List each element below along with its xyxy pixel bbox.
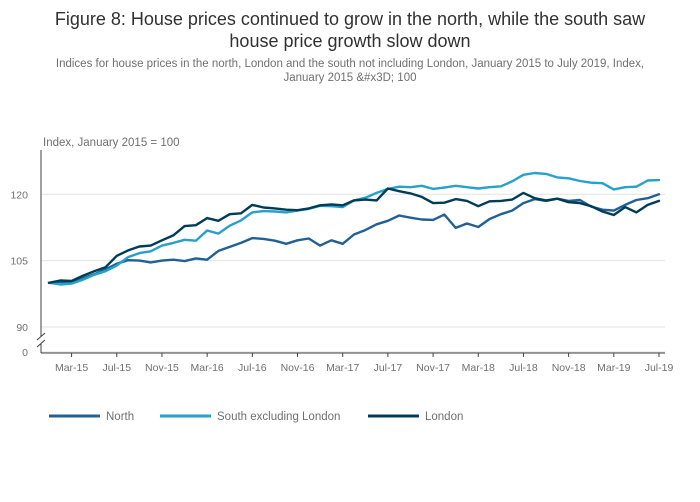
x-tick-label-Mar-15: Mar-15 <box>55 362 88 374</box>
legend-label-london: London <box>425 411 463 423</box>
x-tick-label-Nov-15: Nov-15 <box>145 362 179 374</box>
axis-break-mark-1 <box>36 332 46 341</box>
chart-subtitle: Indices for house prices in the north, L… <box>55 58 645 84</box>
x-tick-label-Nov-16: Nov-16 <box>281 362 315 374</box>
x-tick-label-Jul-18: Jul-18 <box>509 362 538 374</box>
chart-title-line-1: Figure 8: House prices continued to grow… <box>54 9 646 29</box>
x-tick-label-Mar-19: Mar-19 <box>597 362 630 374</box>
gridlines <box>41 193 665 353</box>
x-tick-label-Nov-18: Nov-18 <box>552 362 586 374</box>
x-tick-label-Mar-18: Mar-18 <box>462 362 495 374</box>
y-tick-label-0: 0 <box>22 347 28 359</box>
series-line-london <box>47 187 661 284</box>
x-tick-label-Jul-16: Jul-16 <box>238 362 267 374</box>
legend: North South excluding London London <box>49 411 463 423</box>
y-axis-label: Index, January 2015 = 100 <box>43 137 180 149</box>
series-line-south-excluding-london <box>47 171 661 286</box>
series-line-north <box>47 193 661 284</box>
x-tick-label-Nov-17: Nov-17 <box>416 362 450 374</box>
axes: 0 90 105 120 Index, January 2015 = 100 Mar-15… <box>10 137 673 374</box>
series-lines <box>47 171 661 286</box>
x-tick-label-Mar-16: Mar-16 <box>191 362 224 374</box>
chart-title: Figure 8: House prices continued to grow… <box>0 8 700 52</box>
y-tick-label-120: 120 <box>10 189 28 201</box>
legend-label-south-excluding-london: South excluding London <box>217 411 340 423</box>
axis-break-mark-2 <box>36 339 46 348</box>
y-tick-label-90: 90 <box>16 322 28 334</box>
x-tick-label-Jul-19: Jul-19 <box>645 362 674 374</box>
legend-label-north: North <box>106 411 134 423</box>
y-tick-label-105: 105 <box>10 256 28 268</box>
x-tick-label-Mar-17: Mar-17 <box>326 362 359 374</box>
x-tick-label-Jul-15: Jul-15 <box>102 362 131 374</box>
x-tick-label-Jul-17: Jul-17 <box>374 362 403 374</box>
chart-title-line-2: house price growth slow down <box>229 31 471 51</box>
